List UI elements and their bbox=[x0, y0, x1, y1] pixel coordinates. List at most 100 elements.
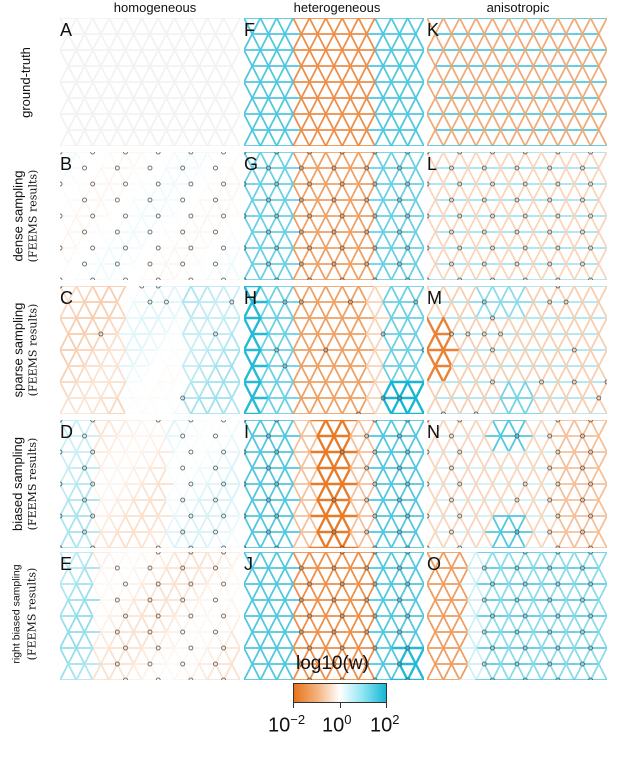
graph-edge bbox=[467, 65, 477, 83]
graph-edge bbox=[507, 531, 518, 548]
graph-edge bbox=[499, 552, 510, 569]
graph-edge bbox=[434, 18, 445, 35]
graph-edge bbox=[390, 567, 401, 585]
graph-edge bbox=[181, 199, 192, 217]
graph-edge bbox=[67, 333, 78, 351]
panel-b: B bbox=[60, 152, 240, 280]
graph-edge bbox=[316, 365, 327, 383]
graph-edge bbox=[140, 349, 151, 367]
graph-edge bbox=[581, 420, 592, 437]
graph-edge bbox=[467, 18, 477, 35]
graph-edge bbox=[341, 286, 352, 303]
sample-point bbox=[213, 497, 218, 503]
graph-edge bbox=[442, 483, 453, 501]
sample-point bbox=[547, 261, 553, 267]
graph-edge bbox=[349, 18, 360, 35]
graph-edge bbox=[333, 631, 344, 649]
graph-edge bbox=[83, 365, 94, 383]
sample-point bbox=[188, 449, 194, 455]
graph-edge bbox=[308, 647, 319, 665]
graph-edge bbox=[442, 567, 453, 585]
sample-point bbox=[397, 597, 402, 603]
graph-edge bbox=[267, 183, 278, 201]
graph-edge bbox=[251, 33, 262, 51]
graph-edge bbox=[516, 531, 527, 548]
graph-edge bbox=[116, 199, 127, 217]
graph-edge bbox=[597, 451, 607, 469]
graph-edge bbox=[75, 647, 86, 665]
graph-edge bbox=[333, 599, 344, 617]
graph-edge bbox=[427, 18, 437, 35]
graph-edge bbox=[275, 599, 286, 617]
graph-edge bbox=[244, 49, 254, 67]
sample-point bbox=[331, 197, 337, 203]
graph-edge bbox=[597, 615, 607, 633]
graph-edge bbox=[206, 113, 217, 131]
graph-edge bbox=[324, 183, 335, 201]
graph-edge bbox=[414, 183, 424, 201]
graph-edge bbox=[214, 81, 225, 99]
graph-edge bbox=[427, 113, 437, 131]
graph-edge bbox=[244, 348, 254, 368]
graph-edge bbox=[132, 467, 143, 485]
row-title-biased-sampling: biased sampling (FEEMS results) bbox=[10, 437, 40, 531]
graph-edge bbox=[316, 18, 327, 35]
graph-edge bbox=[324, 152, 335, 169]
graph-edge bbox=[149, 286, 160, 303]
graph-edge bbox=[499, 420, 510, 437]
sample-point bbox=[596, 395, 602, 401]
graph-edge bbox=[357, 263, 368, 280]
graph-edge bbox=[198, 333, 209, 351]
graph-edge bbox=[324, 498, 336, 518]
graph-edge bbox=[67, 113, 78, 131]
graph-edge bbox=[581, 451, 592, 469]
sample-point bbox=[481, 629, 487, 635]
graph-edge bbox=[75, 499, 86, 517]
graph-edge bbox=[140, 129, 151, 146]
graph-edge bbox=[565, 301, 576, 319]
graph-edge bbox=[332, 420, 344, 438]
graph-edge bbox=[324, 317, 335, 335]
graph-edge bbox=[556, 33, 568, 51]
colorbar-title: log10(w) bbox=[296, 653, 369, 674]
graph-edge bbox=[427, 515, 437, 533]
graph-edge bbox=[540, 247, 551, 265]
graph-edge bbox=[198, 567, 209, 585]
graph-edge bbox=[589, 18, 600, 35]
graph-edge bbox=[357, 33, 368, 51]
sample-point bbox=[229, 299, 235, 305]
graph-edge bbox=[483, 647, 494, 665]
graph-edge bbox=[173, 333, 184, 351]
sample-point bbox=[490, 645, 495, 651]
graph-edge bbox=[140, 583, 151, 601]
graph-edge bbox=[198, 263, 209, 280]
graph-edge bbox=[292, 199, 303, 217]
graph-edge bbox=[333, 152, 344, 169]
graph-edge bbox=[108, 420, 119, 437]
graph-edge bbox=[292, 333, 303, 351]
graph-edge bbox=[373, 552, 385, 569]
graph-edge bbox=[532, 499, 543, 517]
graph-edge bbox=[316, 420, 328, 438]
graph-edge bbox=[292, 583, 303, 601]
graph-edge bbox=[427, 599, 437, 617]
sample-point bbox=[580, 629, 585, 635]
graph-edge bbox=[157, 583, 168, 601]
graph-edge bbox=[589, 286, 600, 303]
graph-edge bbox=[173, 499, 184, 517]
graph-edge bbox=[198, 515, 209, 533]
graph-edge bbox=[467, 451, 477, 469]
graph-edge bbox=[406, 317, 417, 335]
sample-point bbox=[221, 552, 226, 555]
graph-edge bbox=[499, 615, 510, 633]
graph-edge bbox=[434, 663, 445, 680]
graph-edge bbox=[532, 183, 543, 201]
graph-edge bbox=[308, 583, 319, 601]
graph-edge bbox=[100, 97, 110, 115]
graph-edge bbox=[589, 81, 600, 99]
graph-edge bbox=[108, 65, 119, 83]
graph-edge bbox=[124, 18, 135, 35]
sample-point bbox=[514, 597, 520, 603]
graph-edge bbox=[548, 231, 559, 249]
graph-edge bbox=[390, 615, 401, 633]
